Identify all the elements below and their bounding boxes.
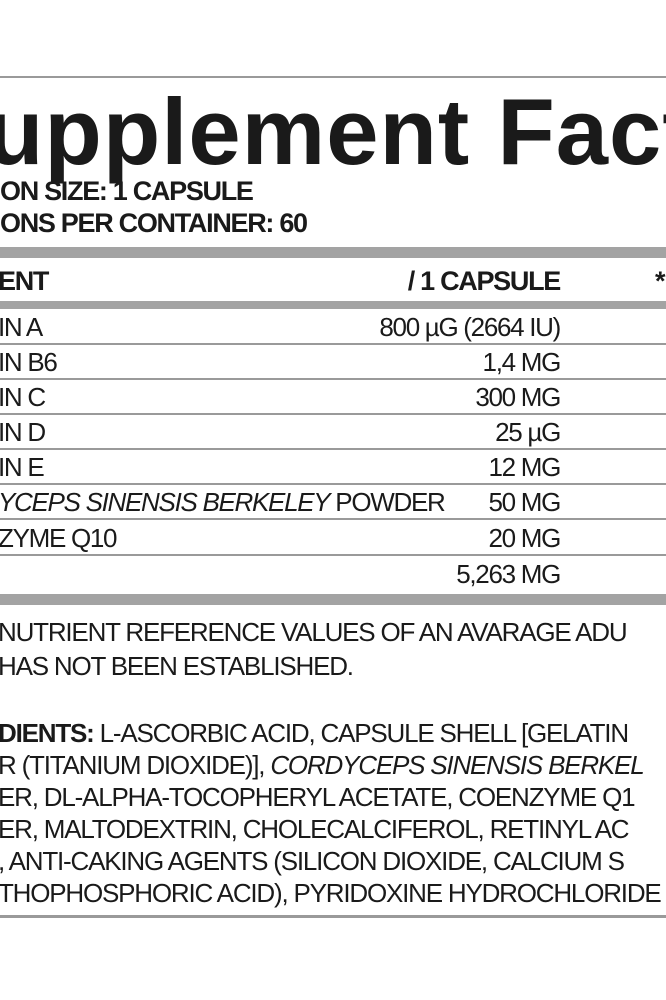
table-row: IN D 25 µG bbox=[0, 414, 666, 450]
nutrient-amount: 20 MG bbox=[488, 523, 561, 553]
ingredients-line: ER, MALTODEXTRIN, CHOLECALCIFEROL, RETIN… bbox=[0, 814, 630, 844]
ingredients-line: , ANTI-CAKING AGENTS (SILICON DIOXIDE, C… bbox=[0, 846, 625, 876]
nutrient-name: IN E bbox=[0, 452, 45, 482]
table-row: YCEPS SINENSIS BERKELEY POWDER 50 MG bbox=[0, 484, 666, 520]
nutrient-name: IN D bbox=[0, 417, 46, 447]
footnote-line: HAS NOT BEEN ESTABLISHED. bbox=[0, 651, 354, 681]
header-amount: / 1 CAPSULE bbox=[407, 266, 562, 296]
nutrient-amount: 800 µG (2664 IU) bbox=[379, 312, 561, 342]
nutrient-name: IN A bbox=[0, 312, 43, 342]
nutrient-amount: 25 µG bbox=[495, 417, 561, 447]
nutrient-name: ZYME Q10 bbox=[0, 523, 118, 553]
table-row: ZYME Q10 20 MG bbox=[0, 520, 666, 556]
serving-size: ON SIZE: 1 CAPSULE bbox=[0, 176, 254, 206]
header-extra: * bbox=[655, 266, 666, 296]
nutrient-amount: 300 MG bbox=[475, 382, 561, 412]
header-nutrient: ENT bbox=[0, 266, 49, 296]
ingredients-line: R (TITANIUM DIOXIDE)], CORDYCEPS SINENSI… bbox=[0, 750, 645, 780]
table-row: IN C 300 MG bbox=[0, 379, 666, 415]
servings-per-container: ONS PER CONTAINER: 60 bbox=[0, 208, 308, 238]
divider-bar bbox=[0, 594, 666, 605]
nutrient-name: YCEPS SINENSIS BERKELEY POWDER bbox=[0, 487, 446, 517]
ingredients-line: DIENTS: L-ASCORBIC ACID, CAPSULE SHELL [… bbox=[0, 718, 629, 748]
ingredients-line: ER, DL-ALPHA-TOCOPHERYL ACETATE, COENZYM… bbox=[0, 782, 636, 812]
divider-bar bbox=[0, 301, 666, 309]
table-row: 5,263 MG bbox=[0, 556, 666, 591]
ingredients-line: THOPHOSPHORIC ACID), PYRIDOXINE HYDROCHL… bbox=[0, 878, 662, 908]
table-row: IN B6 1,4 MG bbox=[0, 344, 666, 380]
table-row: IN E 12 MG bbox=[0, 449, 666, 485]
nutrient-name: IN C bbox=[0, 382, 46, 412]
nutrient-amount: 50 MG bbox=[488, 487, 561, 517]
divider-bar bbox=[0, 247, 666, 258]
nutrient-amount: 5,263 MG bbox=[456, 559, 561, 589]
table-row: IN A 800 µG (2664 IU) bbox=[0, 309, 666, 345]
bottom-border bbox=[0, 915, 666, 918]
page-title: upplement Fact bbox=[0, 79, 666, 184]
footnote-line: NUTRIENT REFERENCE VALUES OF AN AVARAGE … bbox=[0, 617, 628, 647]
ingredients-label: DIENTS: bbox=[0, 718, 95, 748]
top-border bbox=[0, 76, 666, 78]
nutrient-amount: 12 MG bbox=[488, 452, 561, 482]
nutrient-amount: 1,4 MG bbox=[482, 347, 562, 377]
nutrient-name: IN B6 bbox=[0, 347, 58, 377]
